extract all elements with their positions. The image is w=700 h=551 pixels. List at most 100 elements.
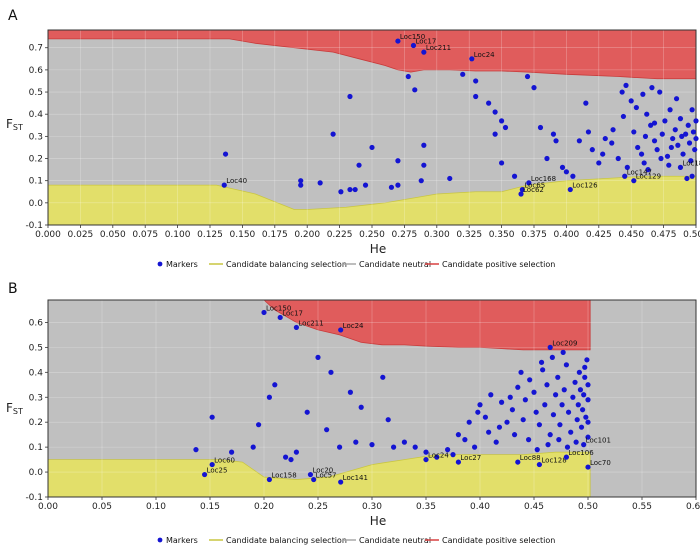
marker-point <box>511 173 518 179</box>
point-label: Loc181 <box>682 159 700 167</box>
marker-point <box>520 417 526 423</box>
marker-point <box>584 357 590 363</box>
y-tick-label: 0.5 <box>29 88 43 98</box>
marker-point <box>330 131 336 137</box>
marker-point <box>462 437 468 443</box>
marker-point <box>455 432 461 438</box>
x-tick-label: 0.325 <box>456 230 482 240</box>
x-tick-label: 0.225 <box>327 230 353 240</box>
marker-point <box>533 409 539 415</box>
x-tick-label: 0.275 <box>392 230 418 240</box>
x-tick-label: 0.175 <box>262 230 288 240</box>
x-tick-label: 0.050 <box>100 230 126 240</box>
y-tick-label: 0.5 <box>29 343 43 353</box>
marker-point <box>534 447 540 453</box>
legend-b: Markers Candidate balancing selection Cand… <box>157 536 555 545</box>
marker-point <box>518 369 524 375</box>
x-tick-label: 0.450 <box>618 230 644 240</box>
marker-point <box>563 362 570 368</box>
marker-point <box>499 160 505 166</box>
marker-point <box>670 135 676 142</box>
point-label: Loc40 <box>226 177 247 185</box>
marker-point <box>423 449 429 455</box>
labeled-marker-point <box>536 461 543 468</box>
labeled-marker-point <box>547 344 553 350</box>
marker-point <box>536 422 543 428</box>
x-tick-label: 0.100 <box>165 230 191 240</box>
y-axis-label-subscript: ST <box>13 407 23 416</box>
marker-point <box>633 104 639 111</box>
marker-point <box>578 424 585 430</box>
marker-point <box>328 369 334 375</box>
x-tick-label: 0.200 <box>294 230 320 240</box>
marker-point <box>531 85 537 91</box>
positive-selection-region <box>48 299 591 351</box>
marker-point <box>638 151 645 157</box>
labeled-marker-point <box>338 479 344 485</box>
marker-point <box>657 89 663 95</box>
point-label: Loc211 <box>426 44 451 52</box>
labeled-marker-point <box>469 56 475 62</box>
marker-point <box>559 164 566 170</box>
point-label: Loc141 <box>343 474 368 482</box>
marker-point <box>337 444 343 450</box>
marker-point <box>689 107 695 113</box>
marker-point <box>352 186 358 193</box>
marker-point <box>662 118 668 124</box>
marker-point <box>347 186 353 193</box>
marker-point <box>572 379 578 385</box>
y-tick-label: 0.2 <box>29 418 43 428</box>
marker-point <box>209 414 215 420</box>
x-tick-label: 0.50 <box>578 502 598 512</box>
marker-point <box>555 374 561 380</box>
marker-point <box>649 85 655 91</box>
labeled-marker-point <box>421 49 427 55</box>
x-tick-label: 0.375 <box>521 230 547 240</box>
marker-point <box>499 399 505 405</box>
marker-point <box>582 374 588 380</box>
marker-point <box>602 135 608 142</box>
marker-point <box>391 444 397 450</box>
marker-point <box>550 131 557 137</box>
point-label: Loc20 <box>312 467 333 475</box>
x-tick-label: 0.250 <box>359 230 385 240</box>
marker-point <box>684 175 690 182</box>
labeled-marker-point <box>526 180 532 186</box>
marker-point <box>631 129 637 135</box>
marker-point <box>395 158 401 164</box>
point-label: Loc65 <box>524 182 545 190</box>
marker-point <box>347 389 353 395</box>
x-axis-label: He <box>370 514 386 528</box>
x-tick-label: 0.425 <box>586 230 612 240</box>
marker-point <box>568 429 574 435</box>
marker-point <box>645 167 651 173</box>
legend-markers-label: Markers <box>166 260 198 269</box>
y-tick-label: 0.6 <box>29 66 44 76</box>
marker-point <box>537 124 544 131</box>
point-label: Loc27 <box>460 454 481 462</box>
labeled-marker-point <box>585 464 591 470</box>
marker-point <box>559 402 565 408</box>
marker-point <box>679 133 685 139</box>
marker-point <box>565 409 572 415</box>
marker-point <box>486 100 492 106</box>
x-tick-label: 0.300 <box>424 230 450 240</box>
marker-point <box>499 118 505 124</box>
marker-point <box>624 164 630 170</box>
labeled-marker-point <box>221 182 227 188</box>
marker-point <box>550 412 557 418</box>
labeled-marker-point <box>423 456 429 463</box>
marker-point <box>388 184 395 190</box>
marker-point <box>570 394 576 400</box>
x-tick-label: 0.20 <box>254 502 274 512</box>
marker-point <box>544 382 550 388</box>
marker-point <box>585 434 591 440</box>
x-tick-label: 0.000 <box>35 230 61 240</box>
marker-point <box>401 439 407 445</box>
point-label: Loc101 <box>586 437 611 445</box>
y-tick-label: 0.1 <box>29 443 43 453</box>
point-label: Loc129 <box>636 173 661 181</box>
legend-neutral-label: Candidate neutral <box>359 260 431 269</box>
marker-point <box>315 354 321 360</box>
marker-point <box>293 449 299 455</box>
